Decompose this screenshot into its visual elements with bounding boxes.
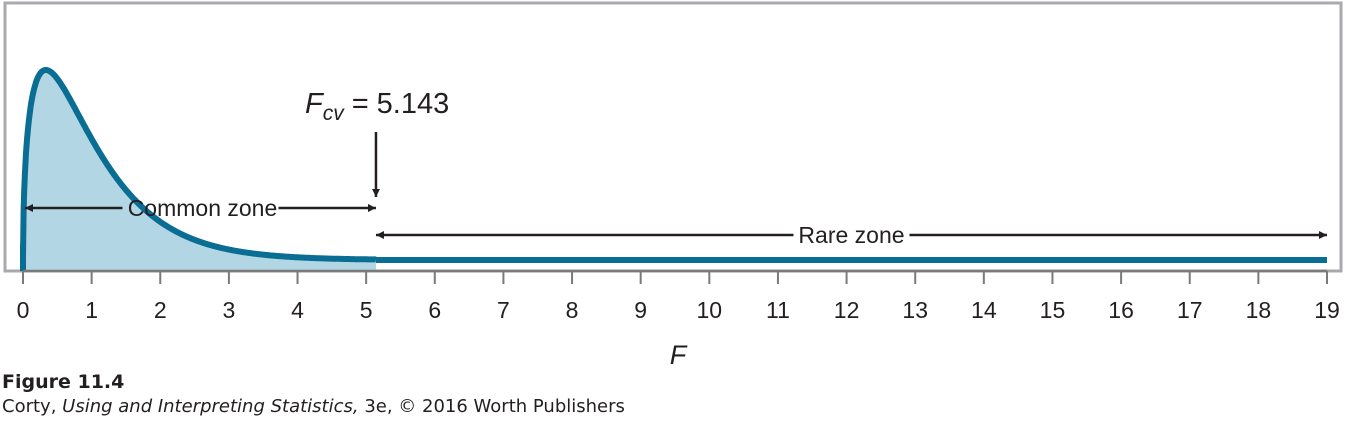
x-tick-label: 16 (1108, 297, 1134, 323)
common-zone-label: Common zone (128, 195, 278, 221)
x-tick-label: 17 (1177, 297, 1203, 323)
x-tick-label: 2 (154, 297, 167, 323)
x-tick-label: 8 (566, 297, 579, 323)
x-tick-label: 6 (428, 297, 441, 323)
critical-value-symbol: F (305, 88, 325, 120)
x-tick-label: 4 (291, 297, 304, 323)
figure-label: Figure 11.4 (2, 371, 125, 393)
svg-text:Fcv=5.143: Fcv = 5.143 (305, 88, 449, 125)
credit-edition-publisher: 3e, © 2016 Worth Publishers (358, 396, 625, 417)
x-tick-label: 10 (697, 297, 723, 323)
rare-zone-annotation: Rare zone (375, 222, 1327, 248)
x-tick-label: 15 (1040, 297, 1066, 323)
credit-author: Corty, (2, 396, 63, 417)
x-tick-label: 19 (1314, 297, 1340, 323)
rare-zone-label: Rare zone (798, 222, 904, 248)
critical-value-subscript: cv (323, 102, 346, 125)
x-tick-label: 12 (834, 297, 860, 323)
x-tick-label: 7 (497, 297, 510, 323)
x-tick-label: 0 (17, 297, 30, 323)
x-axis-label: F (670, 340, 688, 370)
x-tick-label: 1 (85, 297, 98, 323)
plot-frame (3, 1, 1343, 273)
credit-book-title: Using and Interpreting Statistics, (62, 396, 359, 417)
x-tick-label: 5 (360, 297, 373, 323)
f-distribution-chart: 0 1 2 3 4 5 6 7 8 9 10 11 12 13 14 15 16 17 18 19 F Fcv = 5.1… (3, 1, 1343, 370)
x-tick-label: 14 (971, 297, 997, 323)
x-tick-label: 18 (1246, 297, 1272, 323)
figure-credit: Corty, Using and Interpreting Statistics… (2, 395, 625, 419)
critical-value-equals: = (352, 88, 369, 120)
x-tick-label: 11 (766, 297, 790, 323)
x-tick-label: 13 (902, 297, 928, 323)
critical-value-number: 5.143 (377, 88, 450, 120)
critical-value-annotation: Fcv = 5.143 (305, 88, 449, 197)
x-axis-ticks: 0 1 2 3 4 5 6 7 8 9 10 11 12 13 14 15 16 17 18 19 (17, 271, 1340, 323)
common-zone-shade (23, 70, 376, 271)
f-density-curve (20, 67, 379, 271)
x-tick-label: 9 (634, 297, 647, 323)
x-tick-label: 3 (222, 297, 235, 323)
common-zone-annotation: Common zone (25, 195, 376, 221)
